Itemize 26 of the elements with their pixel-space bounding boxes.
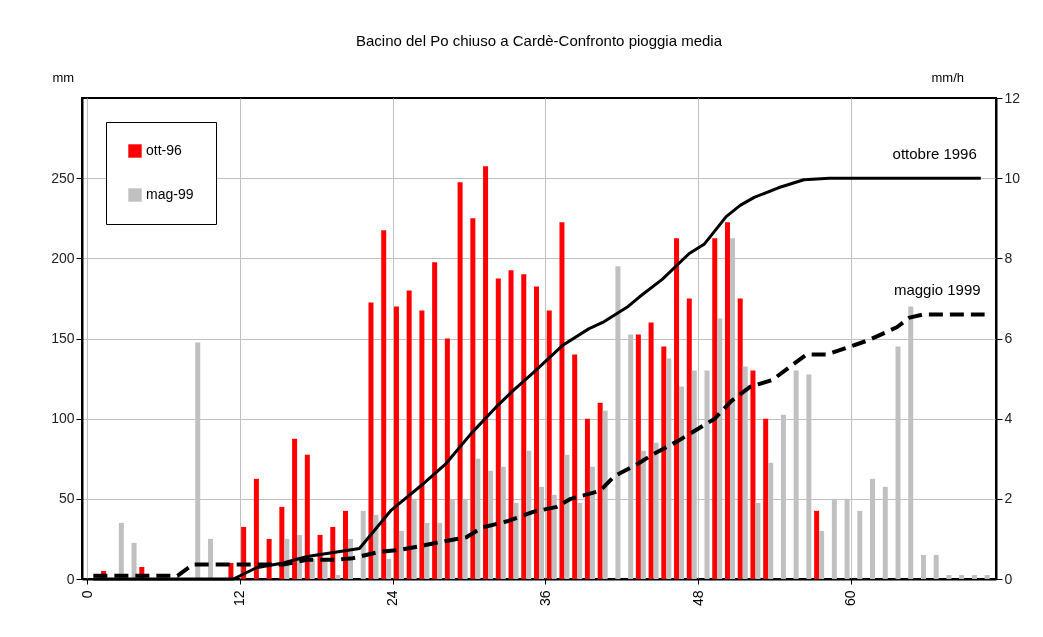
- y2-tick-label: 12: [1004, 89, 1021, 106]
- x-tick-label: 60: [842, 590, 859, 607]
- chart-title: Bacino del Po chiuso a Cardè-Confronto pioggia media: [355, 32, 723, 49]
- y-tick-label: 0: [66, 570, 75, 587]
- y-tick-label: 100: [51, 410, 75, 427]
- legend-label: mag-99: [146, 186, 194, 202]
- y2-tick-label: 8: [1004, 249, 1013, 266]
- y-tick-label: 200: [51, 249, 75, 266]
- x-tick-label: 36: [536, 590, 553, 607]
- series-label: maggio 1999: [893, 281, 981, 299]
- y2-tick-label: 0: [1004, 570, 1013, 587]
- x-tick-label: 12: [231, 590, 248, 607]
- y-tick-label: 50: [58, 490, 75, 507]
- y-axis-title: mm: [52, 69, 75, 85]
- series-label: ottobre 1996: [892, 145, 977, 163]
- y2-tick-label: 6: [1004, 330, 1013, 346]
- y-tick-label: 250: [51, 169, 75, 186]
- x-tick-label: 0: [78, 590, 95, 599]
- y2-tick-label: 2: [1004, 490, 1013, 507]
- x-tick-label: 48: [689, 590, 706, 607]
- y2-axis-title: mm/h: [931, 69, 964, 85]
- legend-label: ott-96: [146, 142, 183, 158]
- y-tick-label: 150: [51, 330, 75, 346]
- x-tick-label: 24: [384, 590, 401, 607]
- y2-tick-label: 10: [1004, 169, 1021, 186]
- y2-tick-label: 4: [1004, 410, 1013, 427]
